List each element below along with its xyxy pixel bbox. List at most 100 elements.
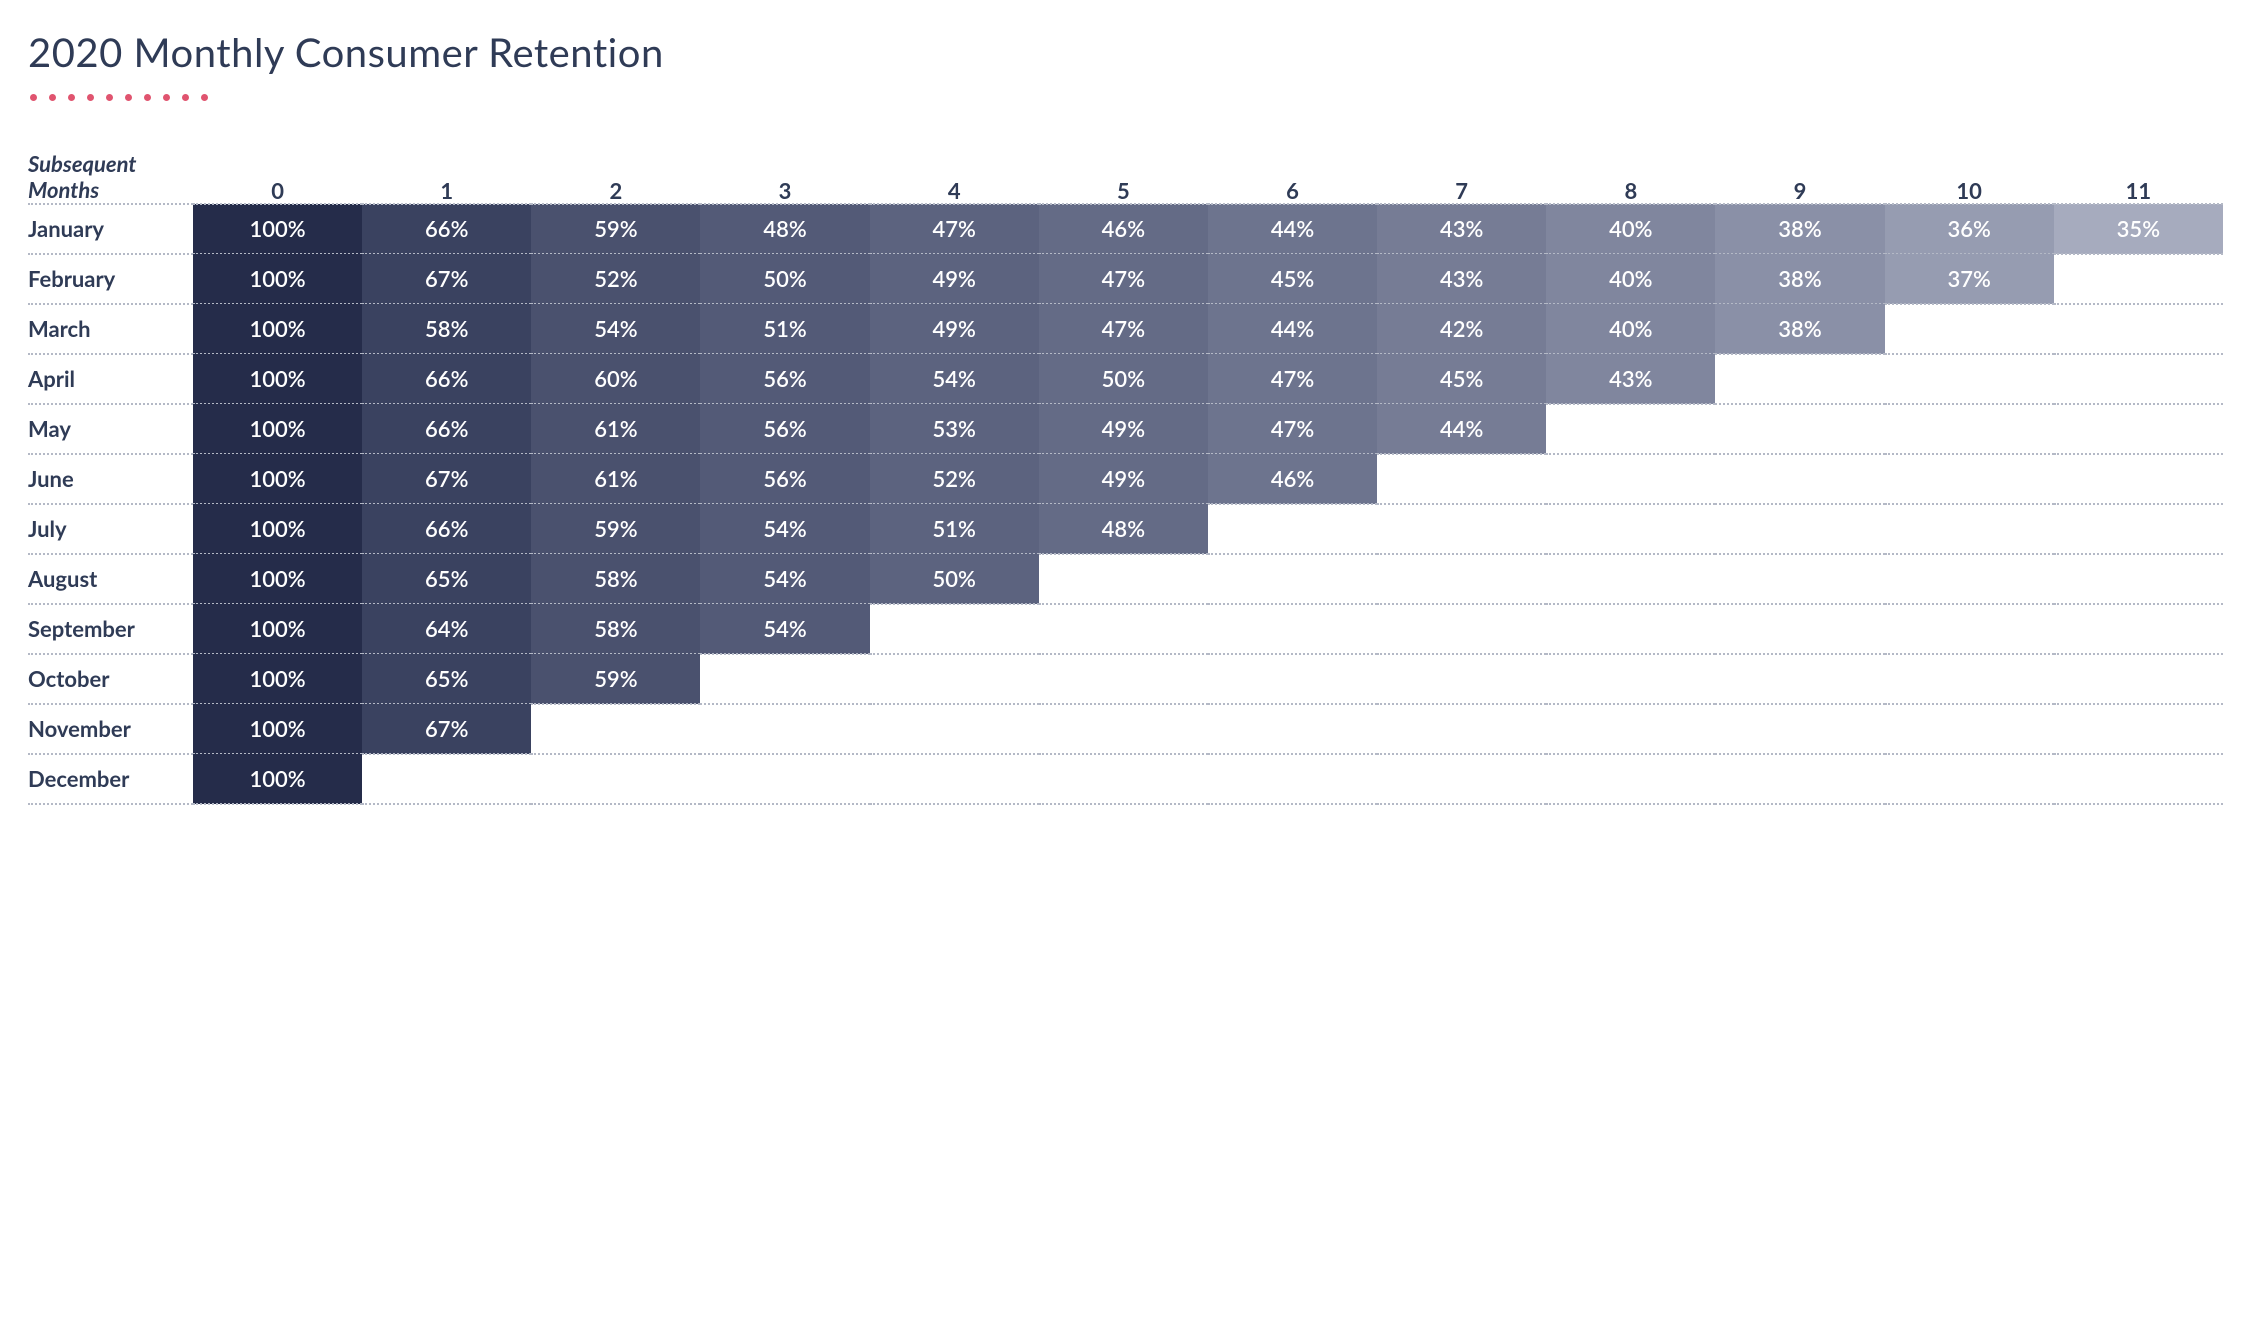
retention-cell: 100% <box>193 354 362 404</box>
retention-cell: 100% <box>193 554 362 604</box>
row-label: September <box>28 604 193 654</box>
retention-cell: 50% <box>1039 354 1208 404</box>
divider-dot <box>68 94 75 101</box>
empty-cell <box>1885 604 2054 654</box>
retention-cell: 42% <box>1377 304 1546 354</box>
table-row: July100%66%59%54%51%48% <box>28 504 2223 554</box>
empty-cell <box>1885 554 2054 604</box>
empty-cell <box>1715 704 1884 754</box>
column-header: 2 <box>531 151 700 204</box>
retention-cell: 44% <box>1208 304 1377 354</box>
divider-dot <box>163 94 170 101</box>
row-label: November <box>28 704 193 754</box>
retention-cell: 58% <box>362 304 531 354</box>
column-header: 4 <box>870 151 1039 204</box>
retention-cell: 50% <box>870 554 1039 604</box>
cohort-body: January100%66%59%48%47%46%44%43%40%38%36… <box>28 204 2223 804</box>
retention-cell: 54% <box>700 554 869 604</box>
empty-cell <box>2054 454 2223 504</box>
empty-cell <box>1039 704 1208 754</box>
retention-cell: 67% <box>362 254 531 304</box>
retention-cell: 48% <box>700 204 869 254</box>
retention-cell: 59% <box>531 204 700 254</box>
empty-cell <box>870 704 1039 754</box>
empty-cell <box>870 654 1039 704</box>
retention-cell: 43% <box>1377 204 1546 254</box>
retention-cell: 54% <box>700 504 869 554</box>
retention-cell: 47% <box>1039 254 1208 304</box>
empty-cell <box>1715 604 1884 654</box>
empty-cell <box>1546 654 1715 704</box>
empty-cell <box>531 754 700 804</box>
empty-cell <box>531 704 700 754</box>
column-header: 1 <box>362 151 531 204</box>
empty-cell <box>2054 354 2223 404</box>
empty-cell <box>2054 404 2223 454</box>
corner-header: Subsequent Months <box>28 151 193 204</box>
retention-cell: 66% <box>362 504 531 554</box>
empty-cell <box>1715 404 1884 454</box>
empty-cell <box>1039 654 1208 704</box>
empty-cell <box>2054 254 2223 304</box>
retention-cell: 52% <box>531 254 700 304</box>
empty-cell <box>1208 704 1377 754</box>
empty-cell <box>1208 554 1377 604</box>
empty-cell <box>1208 604 1377 654</box>
empty-cell <box>1377 454 1546 504</box>
empty-cell <box>2054 504 2223 554</box>
retention-cell: 67% <box>362 454 531 504</box>
empty-cell <box>362 754 531 804</box>
table-row: June100%67%61%56%52%49%46% <box>28 454 2223 504</box>
empty-cell <box>1715 504 1884 554</box>
empty-cell <box>1377 654 1546 704</box>
retention-cell: 47% <box>870 204 1039 254</box>
retention-cell: 44% <box>1208 204 1377 254</box>
empty-cell <box>1377 504 1546 554</box>
retention-cell: 45% <box>1377 354 1546 404</box>
table-row: November100%67% <box>28 704 2223 754</box>
retention-cell: 43% <box>1377 254 1546 304</box>
retention-cell: 53% <box>870 404 1039 454</box>
row-label: February <box>28 254 193 304</box>
retention-cell: 59% <box>531 504 700 554</box>
empty-cell <box>1546 704 1715 754</box>
retention-cell: 100% <box>193 504 362 554</box>
retention-cell: 60% <box>531 354 700 404</box>
row-label: October <box>28 654 193 704</box>
empty-cell <box>1546 754 1715 804</box>
empty-cell <box>1885 704 2054 754</box>
empty-cell <box>1885 754 2054 804</box>
retention-cell: 54% <box>700 604 869 654</box>
empty-cell <box>1039 604 1208 654</box>
table-row: October100%65%59% <box>28 654 2223 704</box>
empty-cell <box>700 654 869 704</box>
retention-cell: 66% <box>362 204 531 254</box>
retention-cell: 35% <box>2054 204 2223 254</box>
retention-cell: 54% <box>531 304 700 354</box>
retention-cell: 66% <box>362 354 531 404</box>
empty-cell <box>1885 404 2054 454</box>
retention-cell: 40% <box>1546 254 1715 304</box>
empty-cell <box>2054 704 2223 754</box>
table-row: August100%65%58%54%50% <box>28 554 2223 604</box>
divider-dot <box>144 94 151 101</box>
column-header: 9 <box>1715 151 1884 204</box>
empty-cell <box>1208 504 1377 554</box>
retention-cell: 36% <box>1885 204 2054 254</box>
table-row: December100% <box>28 754 2223 804</box>
empty-cell <box>1885 454 2054 504</box>
empty-cell <box>1715 554 1884 604</box>
retention-cell: 51% <box>700 304 869 354</box>
retention-cell: 100% <box>193 204 362 254</box>
retention-cell: 38% <box>1715 304 1884 354</box>
column-header: 6 <box>1208 151 1377 204</box>
retention-cell: 38% <box>1715 204 1884 254</box>
empty-cell <box>1885 304 2054 354</box>
retention-cell: 40% <box>1546 204 1715 254</box>
empty-cell <box>2054 604 2223 654</box>
retention-cell: 61% <box>531 454 700 504</box>
empty-cell <box>1377 704 1546 754</box>
empty-cell <box>1546 554 1715 604</box>
empty-cell <box>1546 604 1715 654</box>
row-label: July <box>28 504 193 554</box>
